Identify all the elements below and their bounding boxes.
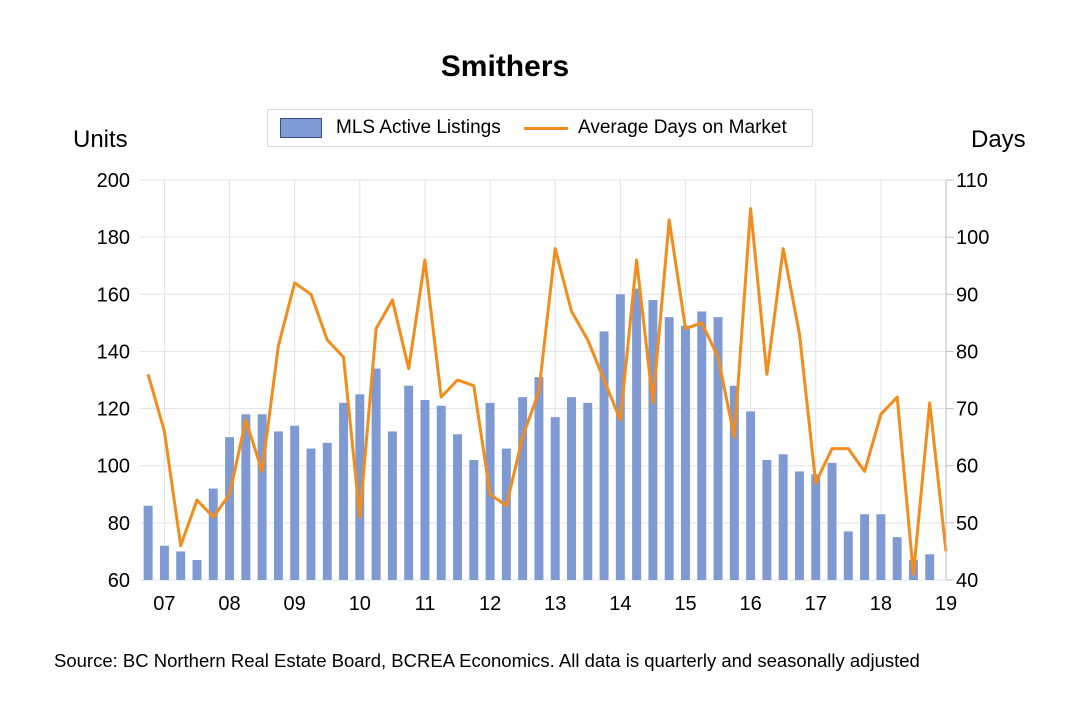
y-left-tick-label: 160 xyxy=(97,284,130,306)
bar-mls-active-listings xyxy=(794,471,804,580)
bar-mls-active-listings xyxy=(599,331,609,580)
legend-label-listings: MLS Active Listings xyxy=(336,117,501,138)
x-tick-label: 08 xyxy=(218,593,240,615)
bar-mls-active-listings xyxy=(550,417,560,580)
y-left-tick-label: 120 xyxy=(97,399,130,421)
bar-mls-active-listings xyxy=(192,560,202,580)
bar-mls-active-listings xyxy=(632,288,642,580)
bar-mls-active-listings xyxy=(876,514,886,580)
x-tick-label: 13 xyxy=(544,593,566,615)
x-tick-label: 17 xyxy=(805,593,827,615)
x-tick-label: 07 xyxy=(153,593,175,615)
x-tick-label: 09 xyxy=(284,593,306,615)
x-tick-label: 15 xyxy=(674,593,696,615)
bar-mls-active-listings xyxy=(176,551,186,580)
bar-mls-active-listings xyxy=(860,514,870,580)
y-left-tick-label: 180 xyxy=(97,227,130,249)
x-tick-label: 18 xyxy=(870,593,892,615)
chart-title: Smithers xyxy=(440,50,570,83)
line-average-days-on-market xyxy=(146,207,948,576)
y-left-tick-label: 140 xyxy=(97,341,130,363)
bar-mls-active-listings xyxy=(387,431,397,580)
bar-mls-active-listings xyxy=(697,311,707,580)
bar-mls-active-listings xyxy=(827,462,837,580)
y-right-tick-label: 40 xyxy=(956,570,978,592)
bar-mls-active-listings xyxy=(664,317,674,580)
bar-mls-active-listings xyxy=(371,368,381,580)
bar-mls-active-listings xyxy=(339,402,349,580)
bar-mls-active-listings xyxy=(469,460,479,580)
bar-mls-active-listings xyxy=(811,474,821,580)
x-tick-label: 16 xyxy=(739,593,761,615)
y-right-tick-label: 80 xyxy=(956,341,978,363)
bar-mls-active-listings xyxy=(567,397,576,580)
bar-mls-active-listings xyxy=(583,402,593,580)
y-left-axis-label: Units xyxy=(73,126,128,153)
bar-mls-active-listings xyxy=(290,425,300,580)
x-tick-label: 19 xyxy=(935,593,957,615)
bar-mls-active-listings xyxy=(355,394,365,580)
x-tick-label: 12 xyxy=(479,593,501,615)
bar-mls-active-listings xyxy=(615,294,625,580)
bar-mls-active-listings xyxy=(729,385,739,580)
bar-mls-active-listings xyxy=(778,454,788,580)
source-note: Source: BC Northern Real Estate Board, B… xyxy=(54,650,920,671)
bar-mls-active-listings xyxy=(892,537,902,580)
bar-mls-active-listings xyxy=(713,317,723,580)
y-right-axis-label: Days xyxy=(971,126,1026,153)
bar-mls-active-listings xyxy=(762,460,772,580)
bar-mls-active-listings xyxy=(534,377,544,580)
x-tick-label: 10 xyxy=(349,593,371,615)
bar-mls-active-listings xyxy=(225,437,235,580)
legend-label-days: Average Days on Market xyxy=(578,117,787,138)
bar-mls-active-listings xyxy=(273,431,283,580)
y-right-tick-label: 60 xyxy=(956,456,978,478)
legend-item-listings: MLS Active Listings xyxy=(280,117,501,139)
bar-mls-active-listings xyxy=(208,488,218,580)
x-tick-label: 14 xyxy=(609,593,631,615)
bar-mls-active-listings xyxy=(453,434,462,580)
bar-mls-active-listings xyxy=(306,448,316,580)
bar-mls-active-listings xyxy=(746,411,756,580)
x-tick-label: 11 xyxy=(415,593,436,615)
bar-mls-active-listings xyxy=(241,414,251,580)
legend: MLS Active Listings Average Days on Mark… xyxy=(267,109,813,147)
legend-swatch-line xyxy=(524,126,568,130)
legend-item-days: Average Days on Market xyxy=(524,117,787,139)
y-right-tick-label: 70 xyxy=(956,399,978,421)
y-right-tick-label: 100 xyxy=(956,227,989,249)
y-left-tick-label: 80 xyxy=(108,513,130,535)
y-left-tick-label: 60 xyxy=(108,570,130,592)
bar-mls-active-listings xyxy=(257,414,267,580)
bar-mls-active-listings xyxy=(680,325,690,580)
bar-mls-active-listings xyxy=(404,385,414,580)
bar-mls-active-listings xyxy=(518,397,528,580)
bar-mls-active-listings xyxy=(436,405,446,580)
y-left-tick-label: 200 xyxy=(97,170,130,192)
y-right-tick-label: 110 xyxy=(956,170,988,192)
bar-mls-active-listings xyxy=(843,531,853,580)
y-left-tick-label: 100 xyxy=(97,456,130,478)
bar-mls-active-listings xyxy=(322,442,332,580)
bar-mls-active-listings xyxy=(501,448,511,580)
bar-mls-active-listings xyxy=(143,505,153,580)
bar-mls-active-listings xyxy=(925,554,935,580)
bar-mls-active-listings xyxy=(420,400,430,580)
legend-swatch-bar xyxy=(280,118,322,138)
bar-mls-active-listings xyxy=(159,545,169,580)
y-right-tick-label: 50 xyxy=(956,513,978,535)
y-right-tick-label: 90 xyxy=(956,284,978,306)
bar-mls-active-listings xyxy=(648,300,658,580)
